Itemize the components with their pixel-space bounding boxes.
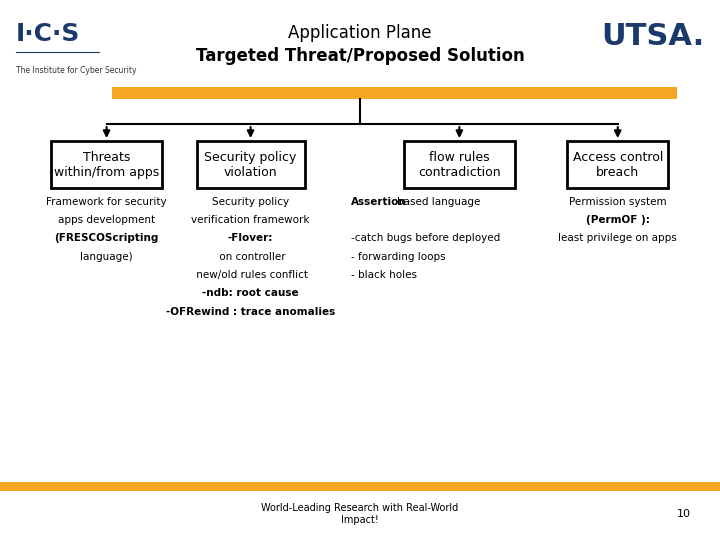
- Bar: [567, 141, 668, 188]
- Text: 10: 10: [678, 509, 691, 519]
- Text: -OFRewind : trace anomalies: -OFRewind : trace anomalies: [166, 307, 336, 317]
- Text: based language: based language: [397, 197, 480, 207]
- Text: World-Leading Research with Real-World
Impact!: World-Leading Research with Real-World I…: [261, 503, 459, 525]
- Text: language): language): [80, 252, 133, 262]
- Text: Framework for security: Framework for security: [46, 197, 167, 207]
- Text: UTSA.: UTSA.: [601, 22, 704, 51]
- Text: - forwarding loops: - forwarding loops: [351, 252, 446, 262]
- Bar: [0, 482, 720, 491]
- Text: Application Plane: Application Plane: [288, 24, 432, 42]
- Bar: [112, 87, 677, 99]
- Text: Security policy
violation: Security policy violation: [204, 151, 297, 179]
- Text: The Institute for Cyber Security: The Institute for Cyber Security: [16, 66, 136, 75]
- Text: -ndb: root cause: -ndb: root cause: [202, 288, 299, 299]
- Text: Permission system: Permission system: [569, 197, 667, 207]
- Text: Assertion-: Assertion-: [351, 197, 411, 207]
- Text: Targeted Threat/Proposed Solution: Targeted Threat/Proposed Solution: [196, 47, 524, 65]
- Bar: [403, 141, 516, 188]
- Text: I·C·S: I·C·S: [16, 22, 80, 45]
- Text: on controller: on controller: [216, 252, 285, 262]
- Text: new/old rules conflict: new/old rules conflict: [193, 270, 308, 280]
- Text: Access control
breach: Access control breach: [572, 151, 663, 179]
- Text: apps development: apps development: [58, 215, 155, 225]
- Bar: [197, 141, 305, 188]
- Text: Threats
within/from apps: Threats within/from apps: [54, 151, 159, 179]
- Text: least privilege on apps: least privilege on apps: [559, 233, 677, 244]
- Text: verification framework: verification framework: [192, 215, 310, 225]
- Text: -Flover:: -Flover:: [228, 233, 274, 244]
- Text: (PermOF ):: (PermOF ):: [586, 215, 649, 225]
- Text: -catch bugs before deployed: -catch bugs before deployed: [351, 233, 500, 244]
- Text: (FRESCOScripting: (FRESCOScripting: [55, 233, 158, 244]
- Text: - black holes: - black holes: [351, 270, 418, 280]
- Bar: [50, 141, 162, 188]
- Text: flow rules
contradiction: flow rules contradiction: [418, 151, 500, 179]
- Text: Security policy: Security policy: [212, 197, 289, 207]
